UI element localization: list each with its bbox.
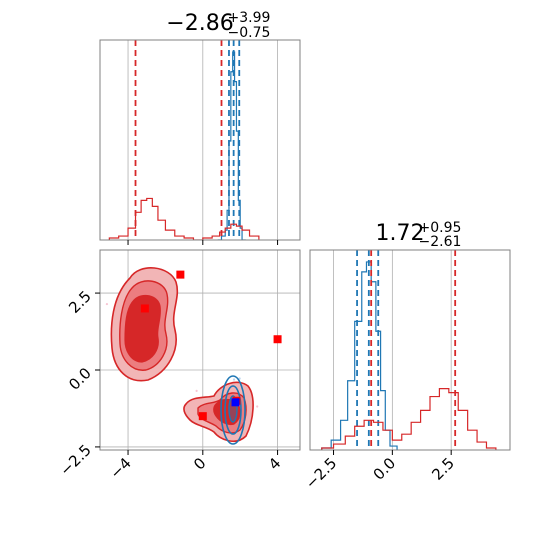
panel-bottom-right: −2.5 0.0 2.5 1.72 +0.95 −2.61 (302, 220, 511, 493)
panel-title: −2.86 (166, 11, 233, 36)
histogram-series (108, 40, 260, 240)
scatter-area (105, 267, 282, 445)
red-marker-1 (140, 304, 149, 313)
blue-marker-0 (231, 398, 240, 407)
axes-frame (99, 39, 301, 241)
scatter-dot-133 (195, 389, 198, 392)
title-upper: +0.95 (419, 220, 462, 236)
x-tick-label-2: 2.5 (428, 454, 458, 484)
scatter-dot-193 (232, 378, 236, 381)
histogram-series (321, 250, 497, 450)
marker-points (140, 270, 282, 421)
blue-contour-mid (224, 385, 242, 435)
title-value: 1.72 (376, 221, 425, 246)
panel-bottom-left: −4 0 4 −2.5 0.0 2.5 (56, 249, 301, 482)
red-marker-2 (273, 335, 282, 344)
red-marker-3 (198, 412, 207, 421)
axes-frame (309, 249, 511, 451)
title-lower: −0.75 (228, 25, 271, 41)
x-tick-labels: −2.5 0.0 2.5 (302, 454, 458, 492)
red-contour-inner (124, 294, 162, 363)
blue-contour-outer (220, 375, 246, 445)
x-tick-label-0: −2.5 (302, 454, 340, 492)
y-tick-label-2: 2.5 (65, 287, 95, 317)
grid-lines (333, 250, 452, 450)
axes-frame (99, 249, 301, 451)
y-tick-label-1: 0.0 (65, 364, 95, 394)
scatter-dot-110 (256, 405, 259, 408)
histogram-step-0 (321, 261, 398, 450)
title-upper: +3.99 (228, 10, 271, 26)
x-tick-label-0: −4 (106, 454, 134, 482)
title-value: −2.86 (166, 11, 233, 36)
x-tick-label-1: 0.0 (370, 454, 400, 484)
histogram-step-1 (321, 388, 497, 450)
panel-title: 1.72 (376, 221, 425, 246)
y-tick-label-0: −2.5 (56, 441, 94, 479)
tick-marks (95, 292, 279, 455)
title-lower: −2.61 (419, 234, 462, 250)
scatter-dot-201 (238, 377, 241, 380)
x-tick-labels: −4 0 4 (106, 454, 284, 482)
panel-top-left: −2.86 +3.99 −0.75 (99, 10, 301, 245)
tick-marks (127, 240, 279, 245)
scatter-dot-14 (105, 302, 109, 306)
tick-marks (333, 450, 452, 455)
grid-lines (127, 40, 278, 240)
y-tick-labels: −2.5 0.0 2.5 (56, 287, 94, 479)
x-tick-label-1: 0 (190, 454, 209, 473)
red-marker-0 (176, 270, 185, 279)
x-tick-label-2: 4 (265, 454, 284, 473)
